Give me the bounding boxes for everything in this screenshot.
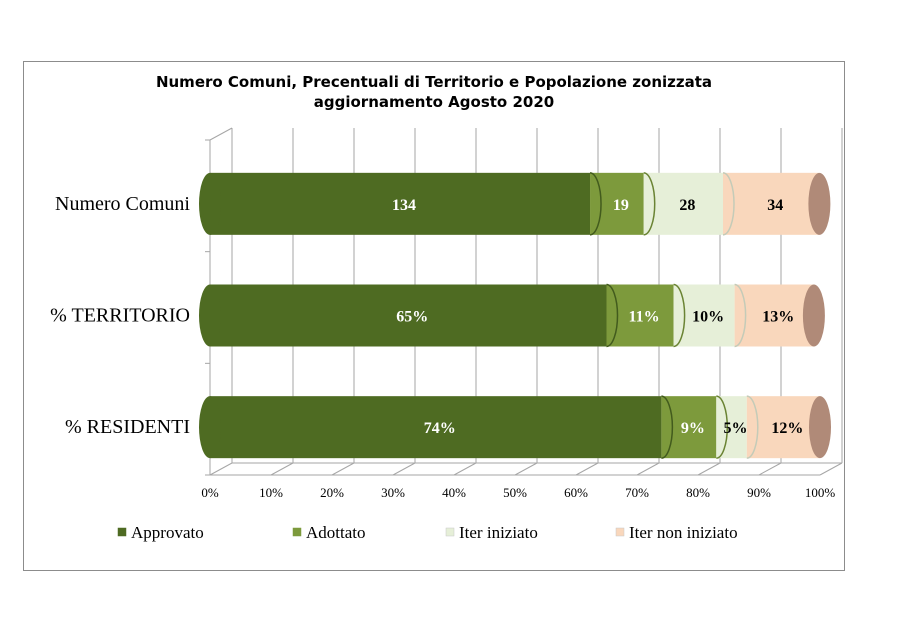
- legend-label: Adottato: [306, 523, 366, 542]
- bar-start-cap: [199, 284, 221, 347]
- data-label: 5%: [724, 420, 748, 437]
- legend-swatch: [445, 527, 455, 537]
- chart-title-line-2: aggiornamento Agosto 2020: [313, 93, 555, 111]
- floor-gridline: [636, 462, 660, 476]
- floor-gridline: [758, 462, 782, 476]
- x-tick-label: 40%: [442, 485, 466, 500]
- data-label: 13%: [762, 309, 794, 326]
- bar-segment: [210, 396, 662, 459]
- legend-label: Iter non iniziato: [629, 523, 738, 542]
- segment-divider: [746, 395, 759, 459]
- x-tick-label: 70%: [625, 485, 649, 500]
- category-label: % TERRITORIO: [50, 305, 190, 327]
- data-label: 12%: [771, 420, 803, 437]
- segment-divider: [734, 283, 747, 348]
- category-label: Numero Comuni: [55, 193, 190, 215]
- segment-divider: [673, 283, 686, 348]
- data-label: 11%: [628, 309, 659, 326]
- bar-start-cap: [199, 396, 221, 459]
- legend-label: Approvato: [131, 523, 204, 542]
- bar-segment: [210, 172, 591, 235]
- segment-divider: [661, 395, 674, 459]
- legend-swatch: [615, 527, 625, 537]
- bar-end-cap: [802, 284, 825, 347]
- data-label: 74%: [424, 420, 456, 437]
- data-label: 28: [679, 197, 695, 214]
- floor-gridline: [209, 462, 233, 476]
- bar-segment: [661, 396, 717, 459]
- data-label: 134: [392, 197, 416, 214]
- floor-gridline: [331, 462, 355, 476]
- floor-gridline: [392, 462, 416, 476]
- bar-segment: [746, 396, 820, 459]
- bar-segment: [734, 284, 814, 347]
- x-tick-label: 50%: [503, 485, 527, 500]
- data-label: 9%: [681, 420, 705, 437]
- segment-divider: [716, 395, 729, 459]
- floor-gridline: [514, 462, 538, 476]
- floor-gridline: [575, 462, 599, 476]
- x-tick-label: 80%: [686, 485, 710, 500]
- left-wall-top-edge: [209, 127, 233, 141]
- segment-divider: [643, 172, 656, 236]
- legend-swatch: [117, 527, 127, 537]
- data-label: 65%: [396, 309, 428, 326]
- bar-segment: [210, 284, 607, 347]
- x-tick-label: 20%: [320, 485, 344, 500]
- bar-end-cap: [809, 396, 831, 459]
- x-tick-label: 30%: [381, 485, 405, 500]
- legend-label: Iter iniziato: [459, 523, 538, 542]
- bar-end-cap: [808, 172, 831, 235]
- x-tick-label: 10%: [259, 485, 283, 500]
- chart-title: Numero Comuni, Precentuali di Territorio…: [23, 72, 845, 112]
- bar-start-cap: [199, 172, 221, 235]
- data-label: 34: [767, 197, 783, 214]
- floor-gridline: [697, 462, 721, 476]
- segment-divider: [722, 172, 735, 236]
- x-tick-label: 100%: [805, 485, 836, 500]
- data-label: 19: [613, 197, 629, 214]
- legend-swatch: [292, 527, 302, 537]
- bar-segment: [643, 172, 724, 235]
- chart-title-line-1: Numero Comuni, Precentuali di Territorio…: [155, 73, 713, 91]
- category-label: % RESIDENTI: [65, 416, 190, 438]
- bar-segment: [673, 284, 735, 347]
- x-tick-label: 60%: [564, 485, 588, 500]
- bar-segment: [716, 396, 747, 459]
- floor-gridline: [453, 462, 477, 476]
- x-tick-label: 0%: [201, 485, 219, 500]
- data-label: 10%: [692, 309, 724, 326]
- floor-gridline: [270, 462, 294, 476]
- x-tick-label: 90%: [747, 485, 771, 500]
- segment-divider: [606, 283, 619, 348]
- bar-segment: [723, 172, 820, 235]
- floor-gridline: [819, 462, 843, 476]
- segment-divider: [589, 172, 602, 236]
